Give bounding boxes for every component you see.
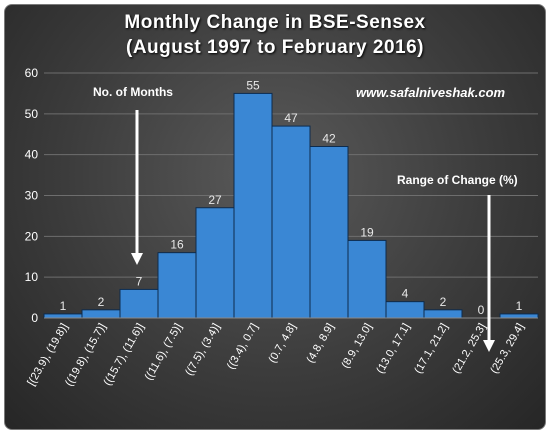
data-label: 47 [284, 111, 298, 125]
x-tick-label: (0.7, 4.8] [266, 322, 298, 366]
data-label: 27 [208, 193, 222, 207]
y-note-annotation: No. of Months [93, 85, 173, 99]
x-tick-label: ((15.7), (11.6)] [101, 322, 146, 388]
histogram-bar [233, 92, 273, 319]
x-tick-label: (21.2, 25.3] [450, 322, 488, 376]
x-tick-label: ((7.5), (3.4)] [183, 322, 222, 378]
histogram-bar [385, 301, 425, 319]
y-tick-label: 0 [31, 311, 38, 325]
data-label: 2 [98, 295, 105, 309]
histogram-bar [271, 125, 311, 319]
histogram-bar [423, 309, 463, 319]
y-tick-label: 20 [25, 229, 39, 243]
x-tick-label: [(23.9), (19.8)] [25, 322, 70, 388]
website-label: www.safalniveshak.com [356, 85, 506, 100]
data-label: 1 [60, 299, 67, 313]
chart-title: Monthly Change in BSE-Sensex [124, 12, 426, 33]
data-label: 19 [360, 225, 374, 239]
x-tick-label: (4.8, 8.9] [304, 322, 336, 366]
x-tick-label: ((19.8), (15.7)] [63, 322, 109, 389]
histogram-bar [309, 146, 349, 319]
y-tick-label: 50 [25, 107, 39, 121]
data-label: 16 [170, 238, 184, 252]
x-tick-label: (8.9, 13.0] [339, 322, 374, 371]
x-tick-label: (25.3, 29.4] [488, 322, 526, 376]
data-label: 2 [440, 295, 447, 309]
x-note-annotation: Range of Change (%) [397, 173, 518, 187]
histogram-bar [347, 239, 387, 319]
y-tick-label: 60 [25, 66, 39, 80]
y-tick-label: 40 [25, 148, 39, 162]
x-tick-label: ((11.6), (7.5)] [143, 322, 185, 383]
data-label: 1 [516, 299, 523, 313]
x-tick-label: (17.1, 21.2] [412, 322, 450, 376]
y-tick-label: 10 [25, 270, 39, 284]
data-label: 55 [246, 78, 260, 92]
x-tick-label: (13.0, 17.1] [374, 322, 412, 376]
histogram-bar [195, 207, 235, 319]
data-label: 42 [322, 132, 336, 146]
histogram-bar [119, 288, 159, 319]
histogram-bar [157, 252, 197, 319]
y-tick-label: 30 [25, 189, 39, 203]
data-label: 7 [136, 274, 143, 288]
data-label: 0 [478, 303, 485, 317]
data-label: 4 [402, 287, 409, 301]
histogram-bar [81, 309, 121, 319]
x-note-arrow-head [483, 340, 495, 352]
histogram-bar [43, 313, 83, 319]
x-tick-label: ((3.4), 0.7] [225, 322, 261, 372]
y-note-arrow-head [131, 253, 143, 265]
histogram-bar [499, 313, 539, 319]
chart-subtitle: (August 1997 to February 2016) [126, 37, 424, 58]
